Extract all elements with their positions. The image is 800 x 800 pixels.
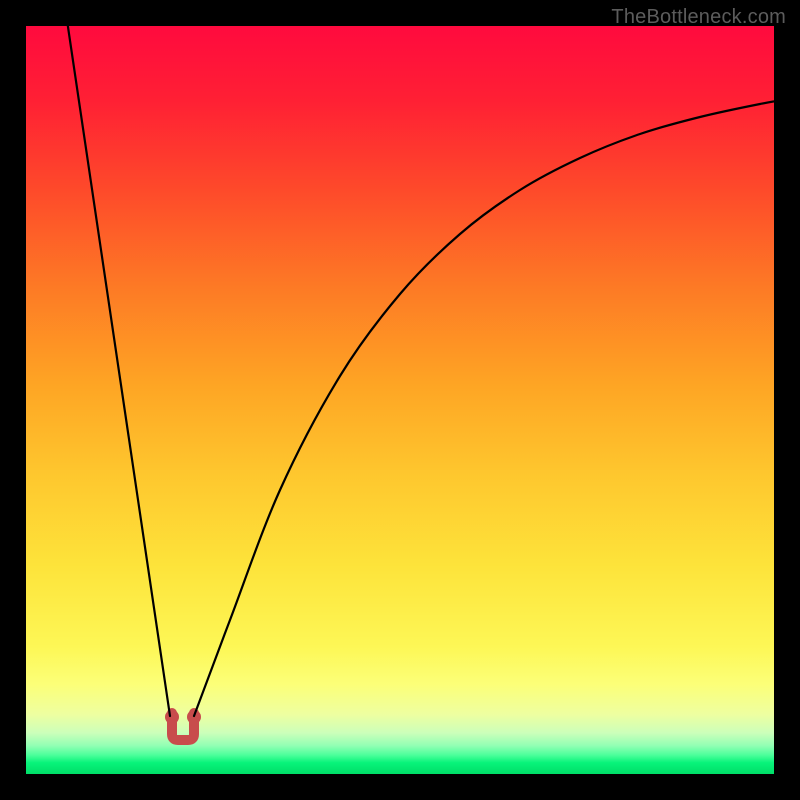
gradient-background — [26, 26, 774, 774]
bottleneck-chart — [0, 0, 800, 800]
watermark-text: TheBottleneck.com — [611, 6, 786, 29]
chart-canvas-wrap — [0, 0, 800, 800]
